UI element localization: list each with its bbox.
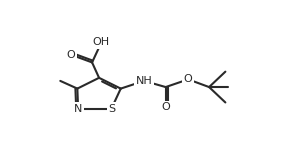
Text: O: O [161, 102, 170, 112]
Text: S: S [108, 104, 115, 114]
Text: NH: NH [136, 76, 153, 86]
Text: O: O [184, 74, 193, 84]
Text: OH: OH [93, 37, 110, 47]
Text: N: N [74, 104, 82, 114]
Text: O: O [67, 50, 76, 60]
